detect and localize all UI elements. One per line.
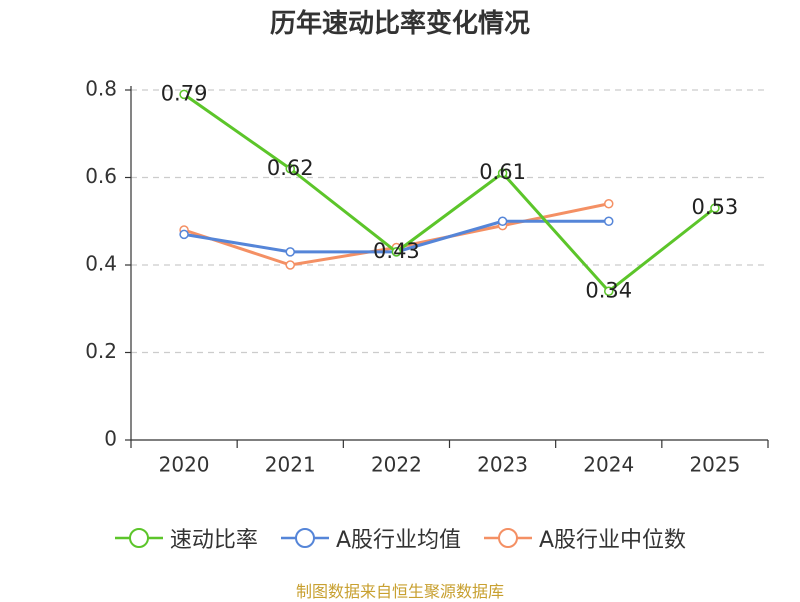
legend-marker-icon (484, 528, 532, 548)
data-point (179, 89, 189, 100)
x-tick-label: 2024 (583, 453, 634, 477)
legend-label: A股行业均值 (335, 528, 461, 553)
legend-marker-icon (280, 528, 329, 548)
data-point (604, 286, 614, 296)
data-point (497, 216, 508, 226)
series-layer (179, 89, 720, 296)
data-point (710, 203, 720, 213)
data-point (285, 260, 295, 270)
x-tick-label: 2021 (265, 453, 316, 477)
data-point (179, 229, 189, 240)
data-point (497, 168, 508, 178)
x-tick-label: 2023 (477, 453, 528, 477)
grid-layer (131, 89, 768, 354)
data-label: 0.53 (692, 195, 739, 219)
data-point (285, 164, 295, 174)
y-tick-label: 0.8 (85, 77, 117, 101)
data-label-layer: 0.79 0.62 0.43 0.61 0.34 0.53 (161, 81, 739, 302)
data-label: 0.34 (585, 278, 632, 302)
legend-item-2[interactable]: A股行业中位数 (483, 522, 686, 554)
data-label: 0.79 (161, 81, 208, 105)
chart-title: 历年速动比率变化情况 (269, 9, 530, 39)
legend-marker-icon (114, 528, 163, 548)
series-line-0 (183, 93, 716, 293)
data-label: 0.43 (373, 239, 420, 263)
y-tick-label: 0.6 (85, 164, 117, 188)
data-point (604, 199, 614, 209)
source-note: 制图数据来自恒生聚源数据库 (295, 582, 504, 601)
data-point (391, 247, 402, 257)
x-tick-label: 2022 (371, 453, 422, 477)
legend-circle (498, 528, 518, 548)
legend-item-1[interactable]: A股行业均值 (280, 522, 461, 554)
legend-label: A股行业中位数 (539, 528, 687, 553)
legend-label: 速动比率 (169, 528, 258, 553)
data-point (604, 216, 614, 226)
legend-circle (294, 528, 315, 548)
data-label: 0.61 (479, 160, 526, 184)
x-tick-label: 2020 (159, 453, 210, 477)
y-tick-label: 0.2 (85, 339, 117, 363)
y-tick-label: 0.4 (85, 252, 117, 276)
legend: 速动比率 A股行业均值 A股行业中位数 (0, 520, 800, 556)
y-tick-label: 0 (104, 427, 117, 451)
legend-item-0[interactable]: 速动比率 (114, 522, 258, 554)
data-label: 0.62 (267, 156, 314, 180)
legend-circle (128, 528, 149, 548)
data-point (285, 247, 295, 257)
axis-layer: 0 0.2 0.4 0.6 0.8 2020 2021 2022 2023 2024 2025 (85, 77, 769, 477)
x-tick-label: 2025 (689, 453, 740, 477)
